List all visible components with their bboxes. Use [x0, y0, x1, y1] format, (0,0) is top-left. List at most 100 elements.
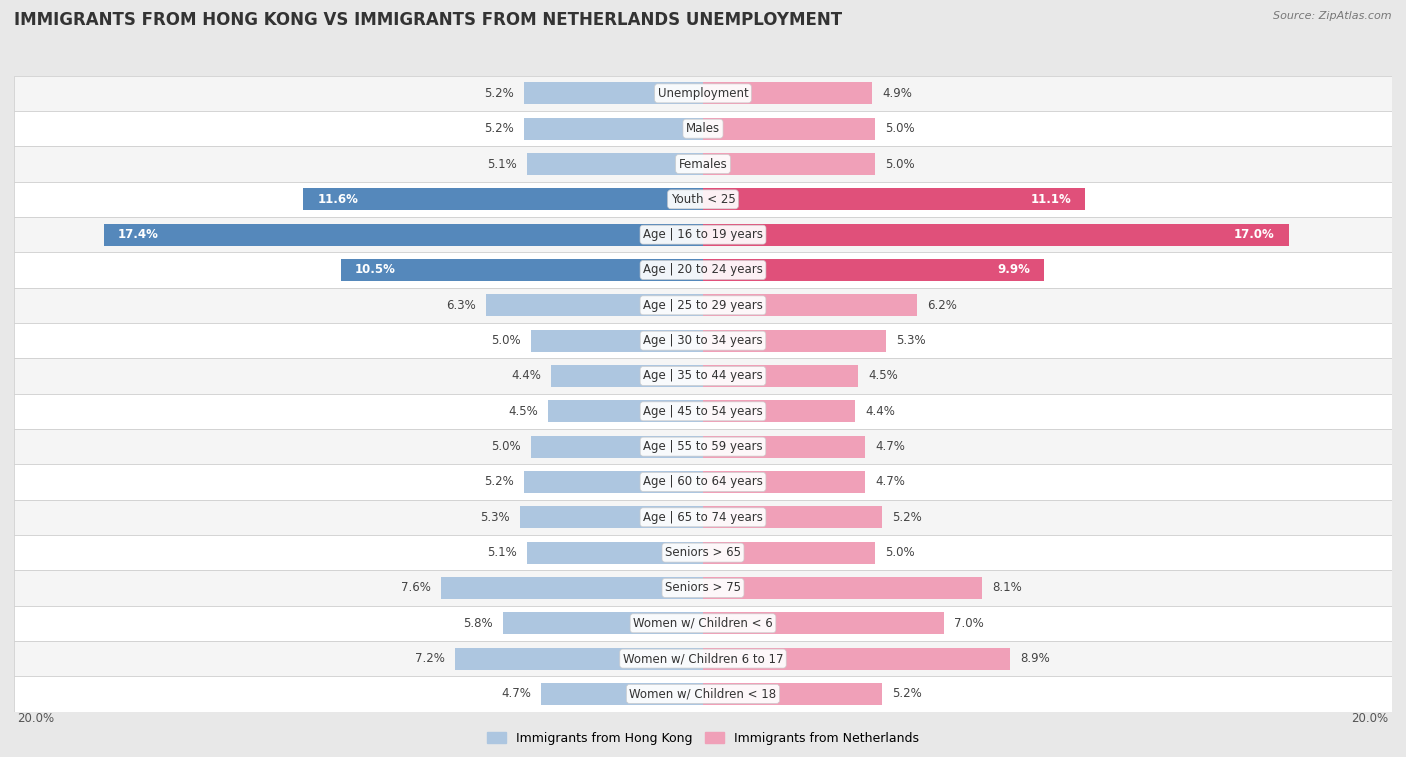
Text: IMMIGRANTS FROM HONG KONG VS IMMIGRANTS FROM NETHERLANDS UNEMPLOYMENT: IMMIGRANTS FROM HONG KONG VS IMMIGRANTS … [14, 11, 842, 30]
Text: 4.5%: 4.5% [508, 405, 537, 418]
Bar [14, 464, 1392, 500]
Bar [342, 259, 703, 281]
Bar [703, 118, 875, 139]
Bar [548, 400, 703, 422]
Text: Age | 60 to 64 years: Age | 60 to 64 years [643, 475, 763, 488]
Text: 4.5%: 4.5% [869, 369, 898, 382]
Bar [104, 224, 703, 245]
Bar [703, 648, 1010, 669]
Bar [14, 111, 1392, 146]
Text: 5.3%: 5.3% [481, 511, 510, 524]
Text: 5.1%: 5.1% [488, 157, 517, 170]
Text: Seniors > 65: Seniors > 65 [665, 546, 741, 559]
Text: 4.7%: 4.7% [501, 687, 531, 700]
Text: 7.0%: 7.0% [955, 617, 984, 630]
Bar [703, 83, 872, 104]
Bar [703, 471, 865, 493]
Text: 5.2%: 5.2% [484, 475, 513, 488]
Text: 10.5%: 10.5% [356, 263, 396, 276]
Text: 5.3%: 5.3% [896, 334, 925, 347]
Text: 4.4%: 4.4% [865, 405, 894, 418]
Text: 5.0%: 5.0% [491, 440, 520, 453]
Bar [14, 146, 1392, 182]
Bar [703, 224, 1289, 245]
Bar [527, 153, 703, 175]
Text: Unemployment: Unemployment [658, 87, 748, 100]
Text: Females: Females [679, 157, 727, 170]
Bar [14, 429, 1392, 464]
Bar [14, 535, 1392, 570]
Text: 17.0%: 17.0% [1234, 228, 1275, 241]
Bar [14, 323, 1392, 358]
Bar [14, 570, 1392, 606]
Text: 5.2%: 5.2% [893, 511, 922, 524]
Bar [703, 365, 858, 387]
Bar [14, 358, 1392, 394]
Text: Source: ZipAtlas.com: Source: ZipAtlas.com [1274, 11, 1392, 21]
Text: 5.1%: 5.1% [488, 546, 517, 559]
Bar [703, 330, 886, 351]
Bar [524, 118, 703, 139]
Bar [703, 188, 1085, 210]
Text: 5.8%: 5.8% [463, 617, 494, 630]
Text: Age | 25 to 29 years: Age | 25 to 29 years [643, 299, 763, 312]
Text: Women w/ Children < 18: Women w/ Children < 18 [630, 687, 776, 700]
Text: 8.9%: 8.9% [1019, 652, 1050, 665]
Bar [524, 471, 703, 493]
Bar [14, 76, 1392, 111]
Text: Women w/ Children 6 to 17: Women w/ Children 6 to 17 [623, 652, 783, 665]
Bar [14, 500, 1392, 535]
Bar [14, 252, 1392, 288]
Bar [524, 83, 703, 104]
Bar [14, 676, 1392, 712]
Text: 8.1%: 8.1% [993, 581, 1022, 594]
Text: 5.2%: 5.2% [484, 87, 513, 100]
Text: 11.1%: 11.1% [1031, 193, 1071, 206]
Bar [703, 259, 1045, 281]
Text: 17.4%: 17.4% [117, 228, 159, 241]
Bar [520, 506, 703, 528]
Text: 9.9%: 9.9% [997, 263, 1031, 276]
Bar [703, 542, 875, 563]
Bar [456, 648, 703, 669]
Bar [531, 436, 703, 457]
Text: Males: Males [686, 122, 720, 136]
Bar [14, 182, 1392, 217]
Text: 7.2%: 7.2% [415, 652, 444, 665]
Bar [703, 683, 882, 705]
Bar [703, 436, 865, 457]
Text: Age | 55 to 59 years: Age | 55 to 59 years [643, 440, 763, 453]
Bar [703, 153, 875, 175]
Text: 5.2%: 5.2% [893, 687, 922, 700]
Text: 6.3%: 6.3% [446, 299, 475, 312]
Text: 5.0%: 5.0% [491, 334, 520, 347]
Text: 20.0%: 20.0% [1351, 712, 1389, 724]
Bar [14, 217, 1392, 252]
Text: Age | 20 to 24 years: Age | 20 to 24 years [643, 263, 763, 276]
Bar [527, 542, 703, 563]
Bar [531, 330, 703, 351]
Bar [703, 506, 882, 528]
Bar [14, 288, 1392, 323]
Text: Age | 35 to 44 years: Age | 35 to 44 years [643, 369, 763, 382]
Bar [441, 577, 703, 599]
Bar [304, 188, 703, 210]
Bar [503, 612, 703, 634]
Text: Age | 45 to 54 years: Age | 45 to 54 years [643, 405, 763, 418]
Text: 5.0%: 5.0% [886, 122, 915, 136]
Text: Youth < 25: Youth < 25 [671, 193, 735, 206]
Text: 4.9%: 4.9% [882, 87, 912, 100]
Bar [703, 400, 855, 422]
Text: 5.0%: 5.0% [886, 546, 915, 559]
Bar [551, 365, 703, 387]
Text: 4.4%: 4.4% [512, 369, 541, 382]
Bar [703, 577, 981, 599]
Text: Seniors > 75: Seniors > 75 [665, 581, 741, 594]
Bar [541, 683, 703, 705]
Text: Women w/ Children < 6: Women w/ Children < 6 [633, 617, 773, 630]
Text: 11.6%: 11.6% [318, 193, 359, 206]
Text: 5.0%: 5.0% [886, 157, 915, 170]
Text: 20.0%: 20.0% [17, 712, 55, 724]
Bar [14, 394, 1392, 429]
Text: 4.7%: 4.7% [875, 475, 905, 488]
